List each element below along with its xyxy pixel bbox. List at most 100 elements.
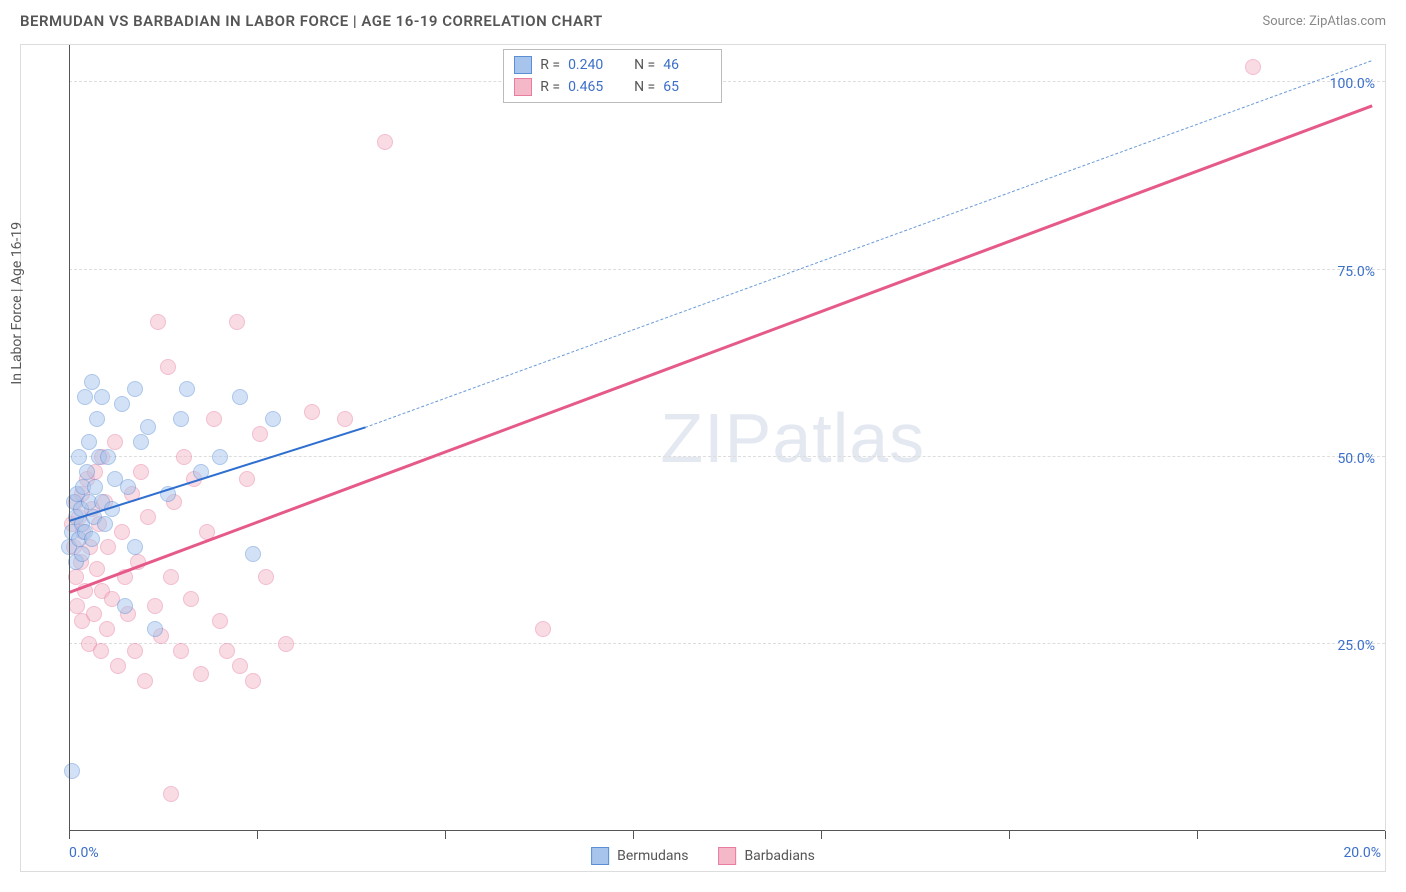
scatter-point — [86, 606, 102, 622]
scatter-point — [84, 531, 100, 547]
scatter-point — [173, 643, 189, 659]
stats-row: R = 0.465 N = 65 — [514, 76, 711, 98]
scatter-point — [1245, 59, 1261, 75]
scatter-point — [212, 449, 228, 465]
scatter-point — [71, 449, 87, 465]
scatter-point — [69, 598, 85, 614]
scatter-point — [140, 419, 156, 435]
stats-swatch — [514, 78, 532, 96]
scatter-point — [252, 426, 268, 442]
xtick — [257, 831, 258, 839]
gridline — [69, 81, 1385, 82]
plot-area: ZIPatlas 25.0% 50.0% 75.0% 100.0% R =0.240N … — [69, 45, 1385, 831]
scatter-point — [265, 411, 281, 427]
scatter-point — [245, 546, 261, 562]
stat-n-value: 46 — [663, 57, 711, 73]
chart-title: BERMUDAN VS BARBADIAN IN LABOR FORCE | A… — [20, 12, 603, 30]
scatter-point — [79, 464, 95, 480]
regression-line — [69, 105, 1373, 594]
stats-row: R =0.240N =46 — [514, 54, 711, 76]
xtick — [445, 831, 446, 839]
stat-n-value: 65 — [663, 79, 711, 95]
scatter-point — [150, 314, 166, 330]
scatter-point — [99, 621, 115, 637]
stat-r-value: 0.465 — [568, 79, 616, 95]
scatter-point — [163, 786, 179, 802]
legend-item-barbadians: Barbadians — [718, 847, 814, 865]
legend: Bermudans Barbadians — [591, 847, 815, 865]
gridline — [69, 643, 1385, 644]
scatter-point — [245, 673, 261, 689]
xtick — [69, 831, 70, 839]
source-label: Source: ZipAtlas.com — [1262, 14, 1386, 29]
xtick-label: 0.0% — [69, 845, 99, 861]
ytick-label: 75.0% — [1337, 264, 1375, 280]
ytick-label: 50.0% — [1337, 451, 1375, 467]
scatter-point — [193, 666, 209, 682]
scatter-point — [107, 434, 123, 450]
xtick-label: 20.0% — [1343, 845, 1381, 861]
scatter-point — [219, 643, 235, 659]
ytick-label: 25.0% — [1337, 638, 1375, 654]
watermark: ZIPatlas — [660, 398, 925, 478]
ytick-label: 100.0% — [1330, 76, 1375, 92]
swatch-barbadians — [718, 847, 736, 865]
scatter-point — [81, 434, 97, 450]
scatter-point — [77, 389, 93, 405]
scatter-point — [100, 449, 116, 465]
scatter-point — [163, 569, 179, 585]
stat-n-label: N = — [634, 79, 655, 95]
legend-item-bermudans: Bermudans — [591, 847, 688, 865]
stats-box: R =0.240N =46R =0.465N =65 — [503, 49, 722, 103]
scatter-point — [147, 621, 163, 637]
scatter-point — [87, 479, 103, 495]
scatter-point — [100, 539, 116, 555]
scatter-point — [179, 381, 195, 397]
scatter-point — [258, 569, 274, 585]
scatter-point — [117, 598, 133, 614]
scatter-point — [229, 314, 245, 330]
xtick — [1197, 831, 1198, 839]
gridline — [69, 269, 1385, 270]
scatter-point — [133, 464, 149, 480]
scatter-point — [212, 613, 228, 629]
legend-label: Bermudans — [617, 848, 688, 864]
scatter-point — [304, 404, 320, 420]
stat-r-label: R = — [540, 79, 560, 95]
scatter-point — [64, 763, 80, 779]
scatter-point — [94, 389, 110, 405]
scatter-point — [160, 359, 176, 375]
scatter-point — [127, 381, 143, 397]
x-axis: 0.0%20.0% — [69, 830, 1385, 831]
scatter-point — [137, 673, 153, 689]
scatter-point — [110, 658, 126, 674]
scatter-point — [147, 598, 163, 614]
scatter-point — [232, 389, 248, 405]
y-axis-label: In Labor Force | Age 16-19 — [9, 222, 25, 385]
legend-label: Barbadians — [744, 848, 814, 864]
scatter-point — [176, 449, 192, 465]
scatter-point — [97, 516, 113, 532]
scatter-point — [84, 374, 100, 390]
scatter-point — [337, 411, 353, 427]
xtick — [633, 831, 634, 839]
scatter-point — [74, 546, 90, 562]
xtick — [1385, 831, 1386, 839]
scatter-point — [206, 411, 222, 427]
scatter-point — [127, 643, 143, 659]
xtick — [1009, 831, 1010, 839]
scatter-point — [278, 636, 294, 652]
scatter-point — [114, 396, 130, 412]
scatter-point — [377, 134, 393, 150]
scatter-point — [93, 643, 109, 659]
scatter-point — [173, 411, 189, 427]
scatter-point — [535, 621, 551, 637]
scatter-point — [183, 591, 199, 607]
scatter-point — [89, 411, 105, 427]
swatch-bermudans — [591, 847, 609, 865]
scatter-point — [89, 561, 105, 577]
chart-container: In Labor Force | Age 16-19 ZIPatlas 25.0… — [20, 44, 1386, 872]
xtick — [821, 831, 822, 839]
stat-r-label: R = — [540, 57, 560, 73]
scatter-point — [114, 524, 130, 540]
